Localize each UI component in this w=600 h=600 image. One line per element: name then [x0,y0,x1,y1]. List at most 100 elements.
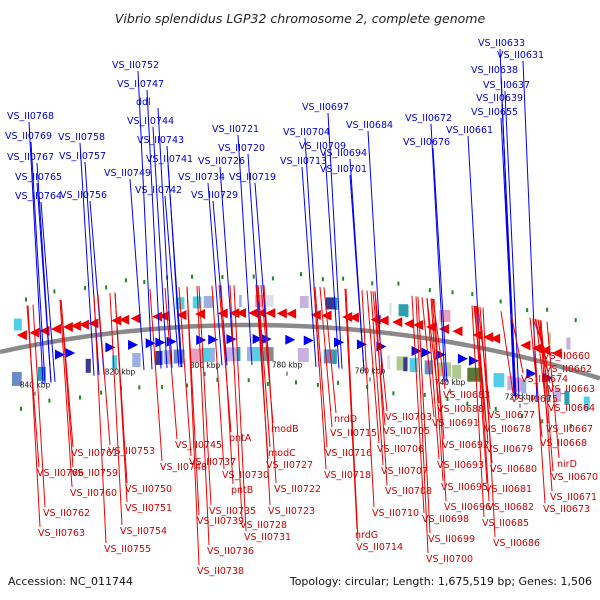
forward-gene-label-vs-ii0721[interactable]: VS_II0721 [212,124,259,135]
forward-gene-label-vs-ii0767[interactable]: VS_II0767 [7,152,54,163]
reverse-gene-label-vs-ii0722[interactable]: VS_II0722 [274,484,321,495]
forward-gene-label-vs-ii0633[interactable]: VS_II0633 [478,38,525,49]
reverse-gene-label-vs-ii0762[interactable]: VS_II0762 [43,508,90,519]
reverse-gene-label-vs-ii0735[interactable]: VS_II0735 [209,506,256,517]
forward-gene-label-vs-ii0757[interactable]: VS_II0757 [59,151,106,162]
reverse-gene-label-vs-ii0730[interactable]: VS_II0730 [222,470,269,481]
forward-gene-label-vs-ii0747[interactable]: VS_II0747 [117,79,164,90]
reverse-gene-label-vs-ii0683[interactable]: VS_II0683 [443,390,490,401]
forward-gene-label-vs-ii0638[interactable]: VS_II0638 [471,65,518,76]
reverse-gene-label-vs-ii0698[interactable]: VS_II0698 [422,514,469,525]
reverse-gene-label-vs-ii0745[interactable]: VS_II0745 [175,440,222,451]
forward-gene-label-vs-ii0743[interactable]: VS_II0743 [137,135,184,146]
reverse-gene-label-vs-ii0754[interactable]: VS_II0754 [120,526,167,537]
reverse-gene-label-vs-ii0703[interactable]: VS_II0703 [385,412,432,423]
reverse-gene-label-vs-ii0736[interactable]: VS_II0736 [207,546,254,557]
forward-gene-label-vs-ii0697[interactable]: VS_II0697 [302,102,349,113]
reverse-gene-label-vs-ii0662[interactable]: VS_II0662 [545,364,592,375]
forward-gene-label-vs-ii0713[interactable]: VS_II0713 [280,156,327,167]
reverse-gene-label-vs-ii0760[interactable]: VS_II0760 [70,488,117,499]
forward-gene-label-vs-ii0729[interactable]: VS_II0729 [191,190,238,201]
reverse-gene-label-vs-ii0685[interactable]: VS_II0685 [482,518,529,529]
reverse-gene-label-vs-ii0681[interactable]: VS_II0681 [485,484,532,495]
reverse-gene-label-vs-ii0680[interactable]: VS_II0680 [490,464,537,475]
forward-gene-label-vs-ii0764[interactable]: VS_II0764 [15,191,62,202]
reverse-gene-label-vs-ii0707[interactable]: VS_II0707 [381,466,428,477]
reverse-gene-label-modc[interactable]: modC [268,448,296,459]
reverse-gene-label-vs-ii0739[interactable]: VS_II0739 [197,516,244,527]
forward-gene-label-vs-ii0719[interactable]: VS_II0719 [229,172,276,183]
reverse-gene-label-vs-ii0670[interactable]: VS_II0670 [551,472,598,483]
forward-gene-label-vs-ii0769[interactable]: VS_II0769 [5,131,52,142]
forward-gene-label-vs-ii0752[interactable]: VS_II0752 [112,60,159,71]
reverse-gene-label-vs-ii0673[interactable]: VS_II0673 [543,504,590,515]
reverse-gene-label-vs-ii0678[interactable]: VS_II0678 [484,424,531,435]
reverse-gene-label-vs-ii0695[interactable]: VS_II0695 [441,482,488,493]
reverse-gene-label-vs-ii0763[interactable]: VS_II0763 [38,528,85,539]
forward-gene-label-vs-ii0631[interactable]: VS_II0631 [497,50,544,61]
reverse-gene-label-vs-ii0716[interactable]: VS_II0716 [325,448,372,459]
reverse-gene-label-vs-ii0710[interactable]: VS_II0710 [372,508,419,519]
reverse-gene-label-vs-ii0728[interactable]: VS_II0728 [240,520,287,531]
reverse-gene-label-vs-ii0755[interactable]: VS_II0755 [104,544,151,555]
forward-gene-label-vs-ii0639[interactable]: VS_II0639 [476,93,523,104]
reverse-gene-label-vs-ii0692[interactable]: VS_II0692 [442,440,489,451]
reverse-gene-label-vs-ii0753[interactable]: VS_II0753 [108,446,155,457]
forward-gene-label-vs-ii0749[interactable]: VS_II0749 [104,168,151,179]
forward-gene-label-vs-ii0742[interactable]: VS_II0742 [135,185,182,196]
reverse-gene-label-vs-ii0738[interactable]: VS_II0738 [197,566,244,577]
reverse-gene-label-vs-ii0706[interactable]: VS_II0706 [377,444,424,455]
reverse-gene-label-vs-ii0751[interactable]: VS_II0751 [125,503,172,514]
reverse-gene-label-vs-ii0705[interactable]: VS_II0705 [383,426,430,437]
forward-gene-label-vs-ii0701[interactable]: VS_II0701 [320,164,367,175]
reverse-gene-label-vs-ii0660[interactable]: VS_II0660 [543,351,590,362]
reverse-gene-label-vs-ii0691[interactable]: VS_II0691 [432,418,479,429]
forward-gene-label-vs-ii0655[interactable]: VS_II0655 [471,107,518,118]
reverse-gene-label-vs-ii0677[interactable]: VS_II0677 [488,410,535,421]
reverse-gene-label-vs-ii0766[interactable]: VS_II0766 [37,468,84,479]
reverse-gene-label-vs-ii0693[interactable]: VS_II0693 [437,460,484,471]
reverse-gene-label-vs-ii0671[interactable]: VS_II0671 [550,492,597,503]
forward-gene-label-vs-ii0734[interactable]: VS_II0734 [178,172,225,183]
forward-gene-label-vs-ii0720[interactable]: VS_II0720 [218,143,265,154]
reverse-gene-label-vs-ii0674[interactable]: VS_II0674 [521,374,568,385]
reverse-gene-label-vs-ii0664[interactable]: VS_II0664 [548,403,595,414]
reverse-gene-label-nrdd[interactable]: nrdD [334,414,357,425]
forward-gene-label-vs-ii0726[interactable]: VS_II0726 [198,156,245,167]
forward-gene-label-vs-ii0756[interactable]: VS_II0756 [60,190,107,201]
forward-gene-label-vs-ii0758[interactable]: VS_II0758 [58,132,105,143]
reverse-gene-label-vs-ii0708[interactable]: VS_II0708 [385,486,432,497]
forward-gene-label-vs-ii0704[interactable]: VS_II0704 [283,127,330,138]
reverse-gene-label-vs-ii0723[interactable]: VS_II0723 [268,506,315,517]
forward-gene-label-vs-ii0709[interactable]: VS_II0709 [299,141,346,152]
reverse-gene-label-vs-ii0688[interactable]: VS_II0688 [437,404,484,415]
forward-gene-label-vs-ii0768[interactable]: VS_II0768 [7,111,54,122]
reverse-gene-label-vs-ii0699[interactable]: VS_II0699 [428,534,475,545]
reverse-gene-label-nird[interactable]: nirD [557,459,577,470]
reverse-gene-label-vs-ii0715[interactable]: VS_II0715 [330,428,377,439]
forward-gene-label-vs-ii0765[interactable]: VS_II0765 [15,172,62,183]
reverse-gene-label-vs-ii0700[interactable]: VS_II0700 [426,554,473,565]
forward-gene-label-vs-ii0744[interactable]: VS_II0744 [127,116,174,127]
reverse-gene-label-vs-ii0675[interactable]: VS_II0675 [511,394,558,405]
forward-gene-label-ddl[interactable]: ddl [136,97,151,108]
forward-gene-label-vs-ii0684[interactable]: VS_II0684 [346,120,393,131]
reverse-gene-label-vs-ii0748[interactable]: VS_II0748 [160,462,207,473]
reverse-gene-label-vs-ii0759[interactable]: VS_II0759 [71,468,118,479]
reverse-gene-label-vs-ii0668[interactable]: VS_II0668 [540,438,587,449]
reverse-gene-label-vs-ii0667[interactable]: VS_II0667 [546,424,593,435]
reverse-gene-label-vs-ii0718[interactable]: VS_II0718 [324,470,371,481]
forward-gene-label-vs-ii0661[interactable]: VS_II0661 [446,125,493,136]
reverse-gene-label-vs-ii0731[interactable]: VS_II0731 [244,532,291,543]
reverse-gene-label-vs-ii0696[interactable]: VS_II0696 [444,502,491,513]
forward-gene-label-vs-ii0637[interactable]: VS_II0637 [483,80,530,91]
reverse-gene-label-pnta[interactable]: pntA [229,433,252,444]
reverse-gene-label-modb[interactable]: modB [271,424,299,435]
reverse-gene-label-vs-ii0663[interactable]: VS_II0663 [548,384,595,395]
forward-gene-label-vs-ii0672[interactable]: VS_II0672 [405,113,452,124]
reverse-gene-label-pntb[interactable]: pntB [231,485,253,496]
reverse-gene-label-vs-ii0714[interactable]: VS_II0714 [356,542,403,553]
reverse-gene-label-vs-ii0679[interactable]: VS_II0679 [486,444,533,455]
reverse-gene-label-vs-ii0737[interactable]: VS_II0737 [189,457,236,468]
reverse-gene-label-vs-ii0727[interactable]: VS_II0727 [266,460,313,471]
